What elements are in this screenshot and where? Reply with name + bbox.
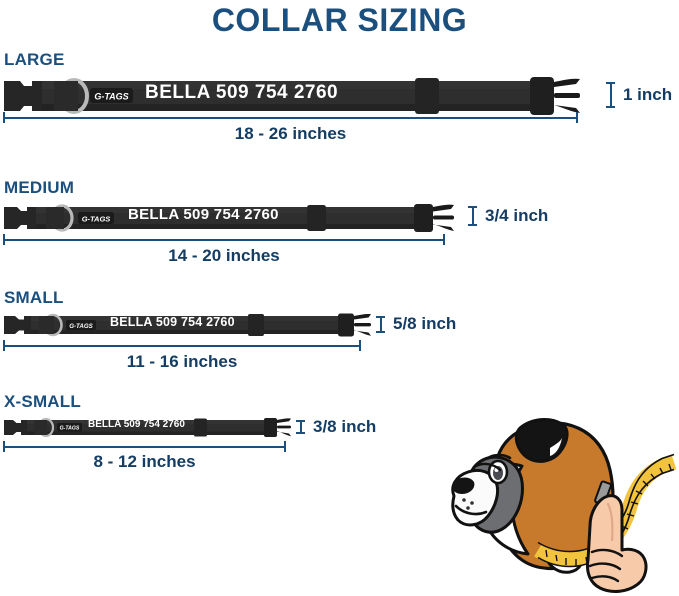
dimension-bar xyxy=(3,345,361,347)
dimension-tick-left xyxy=(3,234,5,245)
collar-graphic-large: G-TAGS xyxy=(2,75,602,117)
length-dimension-line-small xyxy=(3,340,361,351)
collar-engraving-medium: BELLA 509 754 2760 xyxy=(128,206,279,223)
dimension-tick-left xyxy=(3,112,5,123)
width-label-x-small: 3/8 inch xyxy=(313,417,377,436)
length-dimension-line-medium xyxy=(3,234,445,245)
collar-engraving-small: BELLA 509 754 2760 xyxy=(110,315,235,329)
page-title: COLLAR SIZING xyxy=(211,2,468,38)
length-label-large: 18 - 26 inches xyxy=(234,124,347,143)
dimension-tick-right xyxy=(443,234,445,245)
boxer-dog-illustration xyxy=(440,400,679,596)
brand-logo-small: G-TAGS xyxy=(69,323,93,330)
caliper-mark-icon xyxy=(606,82,615,108)
length-label-medium: 14 - 20 inches xyxy=(168,246,280,265)
width-caliper-small: 5/8 inch xyxy=(376,314,456,334)
length-dimension-line-x-small xyxy=(3,441,286,452)
dimension-tick-left xyxy=(3,441,5,452)
dimension-tick-left xyxy=(3,340,5,351)
length-dimension-line-large xyxy=(3,112,578,123)
collar-graphic-small: G-TAGS xyxy=(2,312,384,338)
caliper-mark-icon xyxy=(376,315,385,333)
dimension-bar xyxy=(3,239,445,241)
width-label-medium: 3/4 inch xyxy=(485,206,549,225)
width-caliper-medium: 3/4 inch xyxy=(468,206,548,226)
size-label-medium: MEDIUM xyxy=(4,178,75,197)
dimension-tick-right xyxy=(359,340,361,351)
length-label-small: 11 - 16 inches xyxy=(126,352,238,371)
collar-engraving-x-small: BELLA 509 754 2760 xyxy=(88,419,185,430)
brand-logo-medium: G-TAGS xyxy=(82,215,111,224)
dimension-bar xyxy=(3,446,286,448)
dimension-bar xyxy=(3,117,578,119)
brand-logo-x-small: G-TAGS xyxy=(60,426,80,432)
collar-engraving-large: BELLA 509 754 2760 xyxy=(145,82,339,103)
width-caliper-x-small: 3/8 inch xyxy=(296,417,376,437)
dimension-tick-right xyxy=(284,441,286,452)
size-label-large: LARGE xyxy=(4,50,65,69)
dimension-tick-right xyxy=(576,112,578,123)
size-label-small: SMALL xyxy=(4,288,64,307)
length-label-x-small: 8 - 12 inches xyxy=(93,452,196,471)
collar-graphic-medium: G-TAGS xyxy=(2,202,472,234)
width-caliper-large: 1 inch xyxy=(606,82,672,108)
caliper-mark-icon xyxy=(468,206,477,226)
width-label-small: 5/8 inch xyxy=(393,314,457,333)
width-label-large: 1 inch xyxy=(623,85,673,104)
caliper-mark-icon xyxy=(296,420,305,434)
size-label-x-small: X-SMALL xyxy=(4,392,81,411)
brand-logo-large: G-TAGS xyxy=(94,92,128,102)
collar-graphic-x-small: G-TAGS xyxy=(2,416,302,438)
